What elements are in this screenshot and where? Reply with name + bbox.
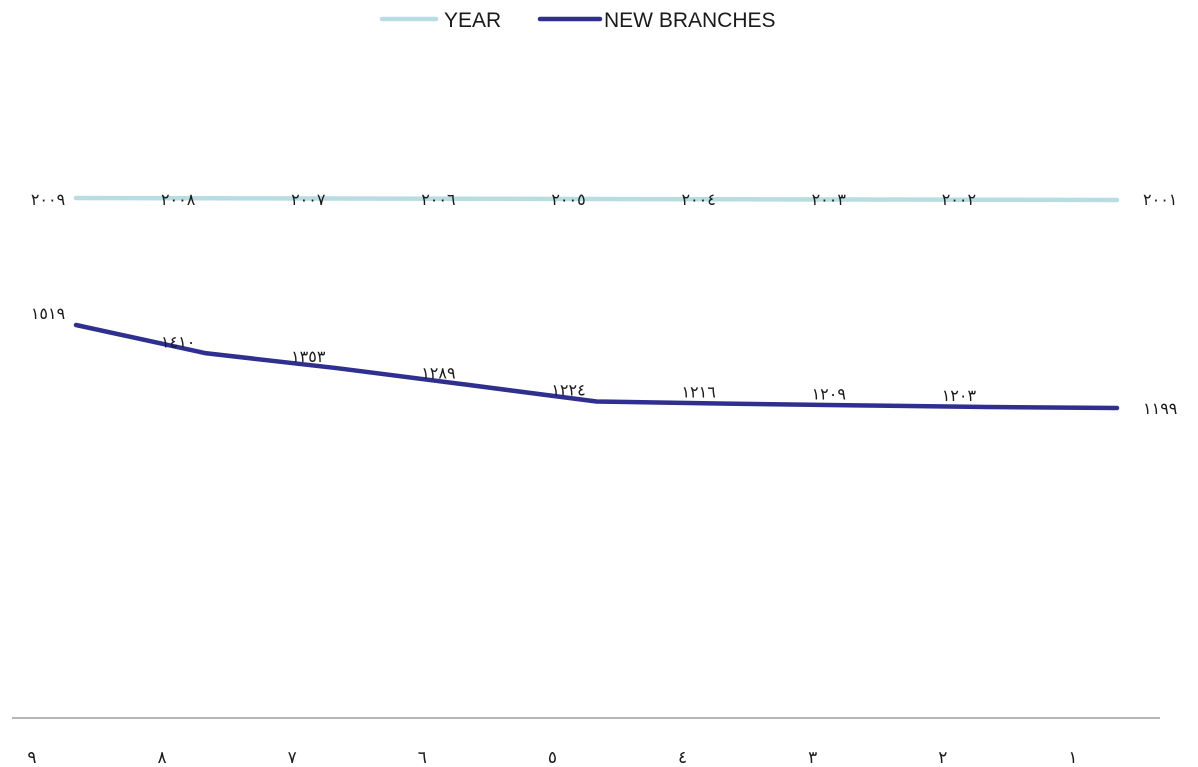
series-line-year bbox=[73, 195, 1120, 203]
x-tick-label: ٢ bbox=[938, 748, 947, 767]
data-label-year: ٢٠٠٣ bbox=[812, 190, 847, 209]
data-label-year: ٢٠٠٨ bbox=[161, 190, 196, 209]
legend-label-1: YEAR bbox=[444, 9, 501, 32]
data-label-new-branches: ١٢٢٤ bbox=[551, 381, 585, 400]
x-tick-label: ٧ bbox=[288, 748, 297, 767]
x-tick-label: ٥ bbox=[548, 748, 557, 767]
data-label-new-branches: ١٣٥٣ bbox=[291, 347, 326, 366]
x-axis-ticks: ١ ٢ ٣ ٤ ٥ ٦ ٧ ٨ ٩ bbox=[27, 748, 1077, 767]
plot-area: ٢٠٠١ ٢٠٠٢ ٢٠٠٣ ٢٠٠٤ ٢٠٠٥ ٢٠٠٦ ٢٠٠٧ ٢٠٠٨ ٢٠٠٩ ١١٩٩… bbox=[31, 190, 1178, 418]
x-tick-label: ٤ bbox=[678, 748, 687, 767]
data-label-year: ٢٠٠٤ bbox=[681, 190, 715, 209]
data-label-year: ٢٠٠٥ bbox=[551, 190, 585, 209]
data-label-new-branches: ١٢٠٣ bbox=[942, 386, 977, 405]
data-label-new-branches: ١٢٠٩ bbox=[812, 384, 846, 403]
data-label-year: ٢٠٠٧ bbox=[291, 190, 326, 209]
x-tick-label: ١ bbox=[1068, 748, 1077, 767]
legend-label-2: NEW BRANCHES bbox=[604, 9, 776, 32]
chart-legend: YEAR NEW BRANCHES bbox=[379, 9, 776, 32]
data-label-new-branches: ١٢١٦ bbox=[681, 383, 715, 402]
data-label-year: ٢٠٠٦ bbox=[421, 190, 455, 209]
x-tick-label: ٦ bbox=[418, 748, 427, 767]
x-tick-label: ٣ bbox=[808, 748, 817, 767]
data-label-new-branches: ١١٩٩ bbox=[1143, 399, 1177, 418]
data-label-new-branches: ١٤١٠ bbox=[161, 332, 195, 351]
x-tick-label: ٩ bbox=[27, 748, 36, 767]
data-label-year: ٢٠٠٩ bbox=[31, 190, 65, 209]
x-tick-label: ٨ bbox=[158, 748, 167, 767]
data-label-year: ٢٠٠١ bbox=[1143, 190, 1177, 209]
data-label-new-branches: ١٥١٩ bbox=[31, 304, 65, 323]
data-label-year: ٢٠٠٢ bbox=[942, 190, 976, 209]
data-label-new-branches: ١٢٨٩ bbox=[421, 364, 455, 383]
